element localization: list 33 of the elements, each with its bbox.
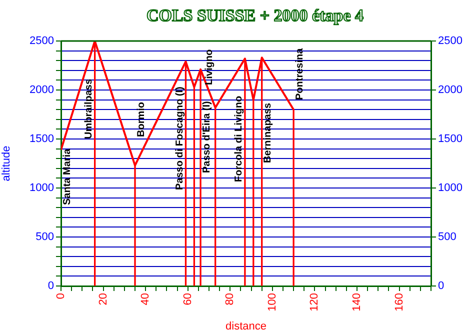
y2-tick-label: 2000: [438, 84, 462, 96]
y-tick-label: 1500: [30, 133, 54, 146]
y2-tick-label: 1000: [438, 182, 462, 194]
y-tick-label: 2000: [30, 84, 54, 96]
x-tick-label: 80: [224, 293, 236, 306]
x-tick-label: 60: [182, 293, 194, 306]
x-tick-label: 100: [266, 293, 278, 312]
x-tick-label: 0: [55, 293, 68, 300]
x-tick-label: 40: [140, 293, 152, 306]
y2-tick-label: 1500: [438, 133, 462, 146]
chart-title: COLS SUISSE + 2000 étape 4: [145, 6, 365, 26]
annotation: Bormio: [136, 102, 147, 137]
y-tick-label: 0: [48, 280, 54, 292]
x-tick-label: 160: [393, 293, 406, 312]
x-tick-label: 120: [308, 293, 321, 312]
annotation: Passo di Foscagno (I): [174, 86, 186, 190]
y2-tick-label: 2500: [438, 35, 462, 48]
y2-tick-label: 0: [438, 280, 444, 292]
annotation: Umbrailpass: [84, 78, 95, 139]
annotation: Pontresina: [294, 48, 306, 100]
annotation: Forcola di Livigno: [234, 96, 245, 182]
x-tick-label: 20: [97, 293, 110, 306]
annotation: Livigno: [204, 49, 216, 85]
annotation: Passo d'Eira (I): [201, 101, 212, 173]
x-axis-title: distance: [226, 320, 266, 332]
y-tick-label: 2500: [30, 35, 54, 48]
x-tick-label: 140: [351, 293, 364, 312]
y-axis-title: altitude: [0, 146, 13, 182]
y-tick-label: 500: [36, 231, 54, 244]
y-tick-label: 1000: [30, 182, 54, 194]
annotation: Santa Maria: [62, 148, 73, 205]
y2-tick-label: 500: [438, 231, 456, 244]
annotation: Berninapass: [262, 102, 274, 163]
